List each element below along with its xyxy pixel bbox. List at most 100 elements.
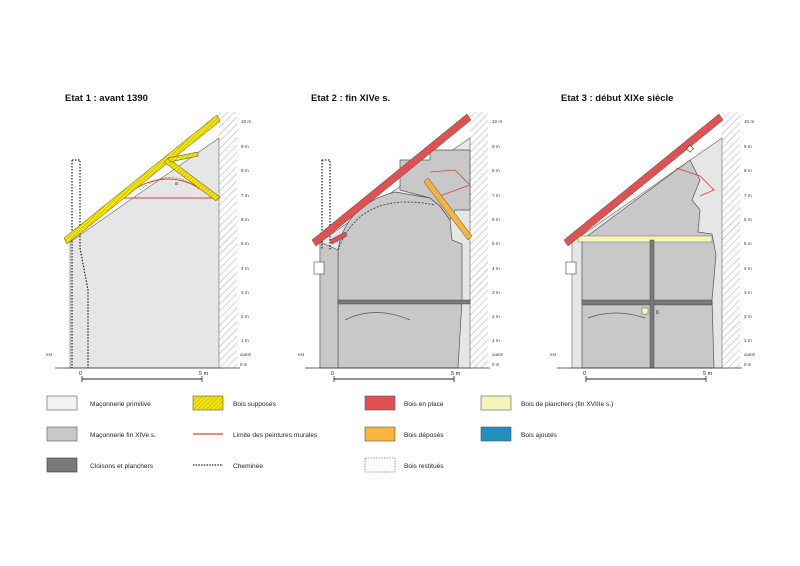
tick-3-4: 4 m [744, 266, 752, 271]
panel-1-left-label: est [46, 352, 53, 357]
late-masonry-2a [337, 191, 463, 369]
tick-2-2: 2 m [492, 314, 500, 319]
tick-1-4: 4 m [241, 266, 249, 271]
tick-2-8: 8 m [492, 168, 500, 173]
tick-1-9: 9 m [241, 144, 249, 149]
panel-2-left-label: est [298, 352, 305, 357]
tick-1-1: 1 m [241, 338, 249, 343]
legend-label-partitions: Cloisons et planchers [90, 463, 154, 470]
tick-2-1: 1 m [492, 338, 500, 343]
mark-a-1: a [175, 181, 178, 187]
tick-3-6: 6 m [744, 217, 752, 222]
legend-label-chimney: Cheminée [233, 463, 263, 470]
painting-limit-1b [139, 177, 201, 191]
panel-3-title: Etat 3 : début XIXe siècle [561, 93, 673, 104]
panel-2-title: Etat 2 : fin XIVe s. [311, 93, 390, 104]
legend-label-supposed-timber: Bois supposés [233, 401, 277, 408]
tick-1-2: 2 m [241, 314, 249, 319]
legend-label-timber-in-place: Bois en place [404, 401, 444, 408]
legend-label-added-timber: Bois ajoutés [521, 432, 558, 439]
legend-label-painting-limit: Limite des peintures murales [233, 432, 318, 439]
partition-3 [649, 239, 655, 369]
tick-2-6: 6 m [492, 217, 500, 222]
tick-1-6: 6 m [241, 217, 249, 222]
tick-3-2: 2 m [744, 314, 752, 319]
panel-2-right-top: ouest [492, 352, 504, 357]
panel-etat-2: Etat 2 : fin XIVe s. est ouest 0 m 0 5 m [298, 93, 504, 382]
tick-1-8: 8 m [241, 168, 249, 173]
scale-2-start: 0 [331, 371, 334, 377]
scale-2-end: 5 m [451, 371, 461, 377]
panel-1-right-bottom: 0 m [240, 362, 248, 367]
legend-swatch-deposited-timber [364, 426, 396, 442]
chimney-1 [71, 159, 89, 368]
tick-2-3: 3 m [492, 290, 500, 295]
floor-3 [581, 299, 713, 306]
wall-hatch-2 [470, 112, 488, 368]
panel-3-right-bottom: 0 m [744, 362, 752, 367]
legend-label-primitive: Maçonnerie primitive [90, 401, 151, 408]
legend-swatch-floor-timber [480, 395, 512, 411]
tick-3-3: 3 m [744, 290, 752, 295]
tick-2-10: 10 m [492, 119, 502, 124]
primitive-masonry-1 [69, 137, 220, 369]
tick-2-5: 5 m [492, 241, 500, 246]
scale-3-start: 0 [583, 371, 586, 377]
corbel-3 [565, 261, 577, 275]
legend-swatch-partitions [46, 457, 78, 473]
vault-restored-2 [337, 201, 436, 251]
tick-3-8: 8 m [744, 168, 752, 173]
legend-label-floor-timber: Bois de planchers (fin XVIIIe s.) [521, 401, 613, 408]
ticks-3: 10 m 9 m 8 m 7 m 6 m 5 m 4 m 3 m 2 m 1 m [744, 119, 754, 343]
legend-label-late-masonry: Maçonnerie fin XIVe s. [90, 432, 156, 439]
panel-2-right-bottom: 0 m [492, 362, 500, 367]
corbel-2 [313, 261, 325, 275]
legend-swatch-timber-in-place [364, 395, 396, 411]
beam-end-3 [641, 307, 649, 315]
rafter-2 [311, 113, 472, 247]
tick-1-10: 10 m [241, 119, 251, 124]
panel-etat-1: Etat 1 : avant 1390 a est ouest 0 m 0 5 … [46, 93, 252, 382]
tick-1-5: 5 m [241, 241, 249, 246]
legend-swatch-added-timber [480, 426, 512, 442]
tick-3-9: 9 m [744, 144, 752, 149]
small-timber-2 [329, 231, 348, 245]
tick-3-5: 5 m [744, 241, 752, 246]
legend-label-restored-timber: Bois restitués [404, 463, 444, 470]
scale-1-end: 5 m [199, 371, 209, 377]
panel-etat-3: Etat 3 : début XIXe siècle ß est ouest 0… [550, 93, 756, 382]
panel-3-right-top: ouest [744, 352, 756, 357]
floor-2 [337, 299, 471, 305]
tick-1-3: 3 m [241, 290, 249, 295]
tick-1-7: 7 m [241, 193, 249, 198]
mark-b-3: ß [656, 310, 659, 316]
deposited-brace-2 [423, 177, 473, 241]
legend-swatch-restored-timber [364, 457, 396, 473]
scale-3-end: 5 m [703, 371, 713, 377]
peg-3 [686, 144, 694, 153]
ticks-2: 10 m 9 m 8 m 7 m 6 m 5 m 4 m 3 m 2 m 1 m [492, 119, 502, 343]
arch-2 [344, 312, 411, 321]
floor-beam-3 [577, 235, 713, 243]
tick-3-10: 10 m [744, 119, 754, 124]
rafter-1 [63, 114, 221, 245]
tick-2-9: 9 m [492, 144, 500, 149]
legend-swatch-supposed-timber [192, 395, 224, 411]
brace-1a [163, 157, 221, 202]
tick-2-4: 4 m [492, 266, 500, 271]
tick-2-7: 7 m [492, 193, 500, 198]
painting-limit-3 [675, 167, 715, 197]
rafter-3 [563, 113, 724, 247]
panel-3-left-label: est [550, 352, 557, 357]
brace-1b [167, 151, 199, 163]
arch-3 [587, 312, 646, 319]
ticks-1: 10 m 9 m 8 m 7 m 6 m 5 m 4 m 3 m 2 m 1 m [241, 119, 251, 343]
tick-3-1: 1 m [744, 338, 752, 343]
scale-1-start: 0 [79, 371, 82, 377]
legend-swatch-primitive [46, 395, 78, 411]
legend-swatch-late-masonry [46, 426, 78, 442]
wall-hatch-1 [219, 112, 237, 368]
wall-hatch-3 [722, 112, 740, 368]
